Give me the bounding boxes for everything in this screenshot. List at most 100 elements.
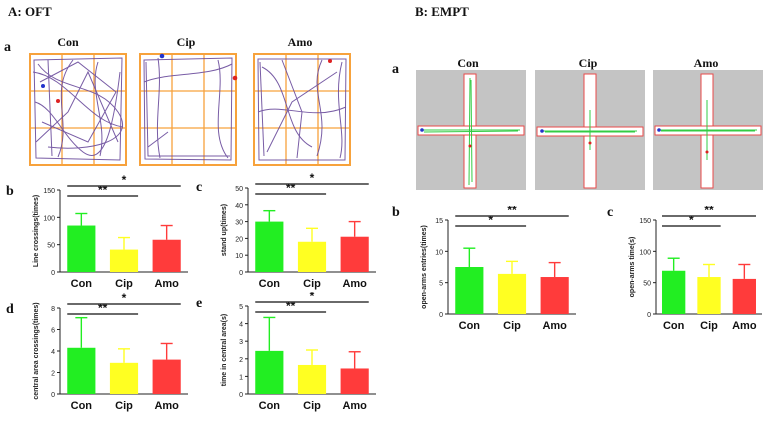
y-tick-label: 4 (239, 322, 243, 329)
y-tick-label: 6 (51, 328, 55, 335)
significance-label: * (310, 172, 315, 185)
oft-section-title: A: OFT (8, 4, 52, 19)
bar-amo (152, 359, 181, 394)
x-tick-label: Cip (115, 400, 133, 412)
x-tick-label: Cip (303, 400, 321, 412)
empt-header-con: Con (457, 56, 479, 70)
y-tick-label: 1 (239, 374, 243, 381)
bar-con (662, 270, 686, 314)
y-tick-label: 10 (435, 249, 443, 256)
y-tick-label: 4 (51, 349, 55, 356)
bar-cip (697, 277, 721, 314)
y-tick-label: 50 (47, 243, 55, 250)
oft-track-amo (252, 52, 352, 167)
bar-con (255, 350, 284, 394)
bar-con (255, 221, 284, 272)
significance-label: ** (98, 301, 108, 315)
y-axis-label: open-arms time(s) (629, 237, 636, 298)
y-tick-label: 100 (639, 249, 651, 256)
x-tick-label: Amo (342, 400, 367, 412)
x-tick-label: Cip (303, 278, 321, 290)
empt-maze-cip (535, 70, 645, 190)
y-tick-label: 2 (239, 357, 243, 364)
significance-label: * (689, 213, 694, 227)
chart-open-arms-entries: 0 5 10 15 open-arms entries(times) Con Cip Amo *… (421, 206, 576, 332)
x-tick-label: Con (459, 320, 481, 332)
x-tick-label: Amo (732, 320, 757, 332)
bar-con (67, 347, 96, 394)
y-tick-label: 50 (235, 186, 243, 193)
significance-label: ** (98, 183, 108, 197)
oft-track-con (28, 52, 128, 167)
y-tick-label: 40 (235, 203, 243, 210)
empt-header-cip: Cip (578, 56, 598, 70)
oft-panel-b-label: b (6, 184, 14, 199)
bar-cip (297, 364, 327, 394)
y-tick-label: 30 (235, 220, 243, 227)
empt-header-amo: Amo (693, 56, 719, 70)
y-tick-label: 2 (51, 371, 55, 378)
x-tick-label: Con (663, 320, 685, 332)
x-tick-label: Con (71, 278, 93, 290)
oft-panel-c-label: c (196, 180, 203, 195)
y-tick-label: 5 (239, 304, 243, 311)
significance-label: ** (704, 206, 714, 217)
x-tick-label: Cip (700, 320, 718, 332)
bar-cip (497, 273, 527, 314)
x-tick-label: Amo (154, 278, 179, 290)
y-tick-label: 150 (43, 188, 55, 195)
empt-panel-c-label: c (607, 205, 614, 220)
bar-cip (109, 362, 139, 394)
x-tick-label: Amo (154, 400, 179, 412)
significance-label: * (310, 292, 315, 303)
oft-header-amo: Amo (287, 35, 313, 49)
x-tick-label: Amo (542, 320, 567, 332)
bar-cip (109, 249, 139, 272)
empt-panel-b-label: b (392, 205, 400, 220)
bar-cip (297, 241, 327, 272)
oft-header-con: Con (57, 35, 79, 49)
oft-panel-d-label: d (6, 302, 14, 317)
oft-track-cip (138, 52, 238, 167)
oft-panel-e-label: e (196, 296, 203, 311)
significance-label: * (122, 173, 127, 187)
empt-maze-amo (653, 70, 763, 190)
x-tick-label: Con (71, 400, 93, 412)
x-tick-label: Con (259, 400, 281, 412)
x-tick-label: Con (259, 278, 281, 290)
y-tick-label: 0 (239, 270, 243, 277)
empt-maze-con (416, 70, 526, 190)
y-axis-label: stand up(times) (221, 204, 228, 256)
x-tick-label: Cip (503, 320, 521, 332)
y-tick-label: 0 (239, 392, 243, 399)
y-axis-label: open-arms entries(times) (421, 225, 428, 309)
y-tick-label: 0 (647, 312, 651, 319)
x-tick-label: Cip (115, 278, 133, 290)
y-tick-label: 15 (435, 218, 443, 225)
bar-amo (340, 236, 369, 272)
y-tick-label: 8 (51, 306, 55, 313)
y-axis-label: Line crossings(times) (33, 195, 40, 267)
y-axis-label: central area crossings(times) (33, 302, 40, 399)
y-tick-label: 150 (639, 218, 651, 225)
significance-label: ** (507, 206, 517, 217)
y-tick-label: 0 (439, 312, 443, 319)
bar-amo (540, 277, 569, 314)
significance-label: * (122, 292, 127, 305)
oft-panel-a-label: a (4, 40, 11, 55)
bar-amo (732, 278, 756, 314)
bar-amo (152, 239, 181, 272)
y-tick-label: 20 (235, 236, 243, 243)
bar-amo (340, 368, 369, 394)
y-tick-label: 3 (239, 339, 243, 346)
bar-con (67, 225, 96, 272)
x-tick-label: Amo (342, 278, 367, 290)
y-tick-label: 0 (51, 270, 55, 277)
y-tick-label: 10 (235, 253, 243, 260)
oft-header-cip: Cip (176, 35, 196, 49)
bar-con (455, 267, 484, 314)
y-tick-label: 5 (439, 281, 443, 288)
chart-central-area-crossings: 0 2 4 6 8 central area crossings(times) Con Cip… (33, 292, 188, 412)
